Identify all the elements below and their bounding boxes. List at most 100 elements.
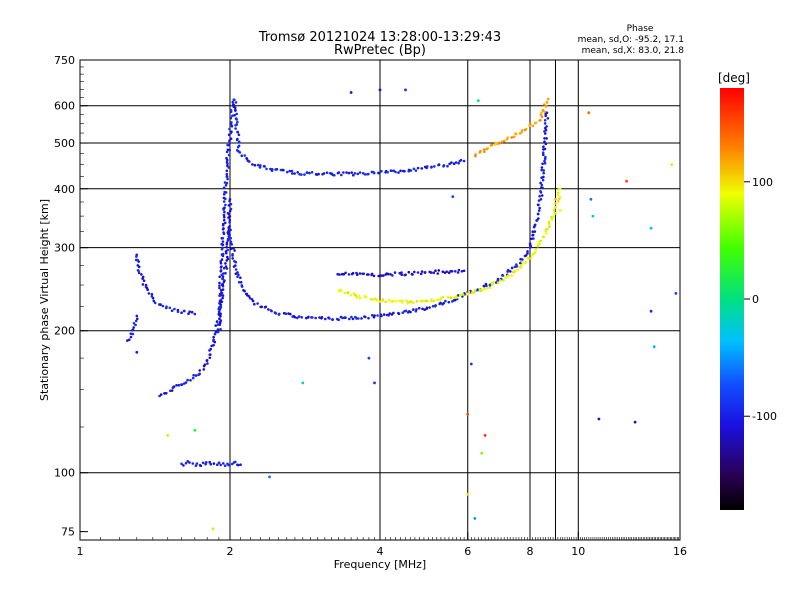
y-tick-label: 200 <box>54 325 75 338</box>
echo-point <box>357 317 360 320</box>
echo-point <box>377 171 380 175</box>
echo-point <box>219 327 222 331</box>
echo-point <box>518 132 522 135</box>
echo-point <box>325 171 329 174</box>
echo-point <box>245 156 248 160</box>
echo-point <box>407 169 411 173</box>
echo-point <box>446 164 449 168</box>
echo-point <box>540 115 544 118</box>
echo-point <box>422 300 426 303</box>
echo-point <box>216 330 220 334</box>
echo-point <box>225 175 229 178</box>
echo-point <box>546 117 550 120</box>
echo-point <box>543 110 546 114</box>
echo-point <box>182 309 186 313</box>
echo-point <box>394 170 397 174</box>
echo-point <box>137 271 141 275</box>
scattered-echo-point <box>451 195 455 199</box>
echo-point <box>501 274 505 277</box>
echo-point <box>345 171 348 174</box>
echo-point <box>226 255 229 259</box>
echo-point <box>278 312 281 316</box>
echo-point <box>413 270 416 274</box>
echo-point <box>328 317 331 320</box>
echo-point <box>543 147 547 151</box>
echo-point <box>226 212 230 215</box>
echo-point <box>375 298 379 302</box>
echo-point <box>173 307 176 311</box>
echo-point <box>548 225 551 228</box>
echo-point <box>370 314 374 317</box>
echo-point <box>400 271 403 274</box>
echo-point <box>426 165 429 168</box>
echo-point <box>392 299 395 303</box>
echo-point <box>198 369 201 372</box>
echo-point <box>227 463 230 467</box>
echo-point <box>462 269 466 273</box>
echo-point <box>462 159 466 163</box>
echo-point <box>234 460 237 464</box>
chart-subtitle: RwPretec (Bp) <box>334 43 426 58</box>
scattered-echo-point <box>558 208 562 212</box>
echo-point <box>230 130 233 133</box>
echo-point <box>168 306 172 310</box>
echo-point <box>557 200 560 203</box>
echo-point <box>442 164 446 167</box>
echo-point <box>540 194 544 197</box>
echo-point <box>233 106 237 109</box>
y-axis-label: Stationary phase Virtual Height [km] <box>38 199 51 401</box>
echo-point <box>521 258 524 261</box>
echo-point <box>423 271 427 274</box>
echo-point <box>431 304 435 308</box>
echo-point <box>237 140 241 144</box>
echo-point <box>247 295 251 298</box>
echo-point <box>131 328 135 332</box>
echo-point <box>239 281 243 284</box>
echo-point <box>390 169 393 173</box>
echo-point <box>126 339 129 342</box>
echo-point <box>224 203 227 207</box>
echo-point <box>354 293 357 297</box>
echo-point <box>212 343 215 347</box>
echo-point <box>223 279 226 282</box>
echo-point <box>236 145 240 149</box>
echo-point <box>137 260 140 263</box>
echo-point <box>151 296 155 300</box>
echo-point <box>213 332 217 336</box>
echo-point <box>220 258 224 261</box>
echo-point <box>496 277 500 281</box>
echo-point <box>516 268 519 272</box>
echo-point <box>208 460 211 464</box>
echo-point <box>401 301 404 304</box>
echo-point <box>286 170 289 174</box>
scattered-echo-point <box>367 356 371 360</box>
echo-point <box>141 277 144 280</box>
echo-point <box>231 114 234 118</box>
echo-point <box>212 462 216 465</box>
echo-point <box>412 301 415 305</box>
echo-point <box>445 270 449 274</box>
echo-point <box>224 265 228 268</box>
colorbar-tick-label: 100 <box>752 176 773 189</box>
echo-point <box>222 196 226 200</box>
echo-point <box>367 316 370 320</box>
echo-point <box>542 153 545 156</box>
echo-point <box>233 113 236 117</box>
echo-point <box>260 305 264 309</box>
echo-point <box>223 210 226 214</box>
stats-x-mode: mean, sd,X: 83.0, 21.8 <box>582 46 685 56</box>
echo-point <box>218 275 221 279</box>
echo-point <box>217 310 221 314</box>
echo-point <box>182 464 185 467</box>
echo-point <box>382 274 385 277</box>
echo-point <box>480 288 484 292</box>
echo-point <box>217 461 221 465</box>
scattered-echo-point <box>589 197 593 201</box>
echo-point <box>377 274 381 278</box>
echo-point <box>420 270 424 273</box>
echo-point <box>540 111 543 114</box>
echo-point <box>184 461 188 465</box>
echo-point <box>275 168 279 171</box>
echo-point <box>184 381 188 384</box>
echo-point <box>409 310 412 314</box>
